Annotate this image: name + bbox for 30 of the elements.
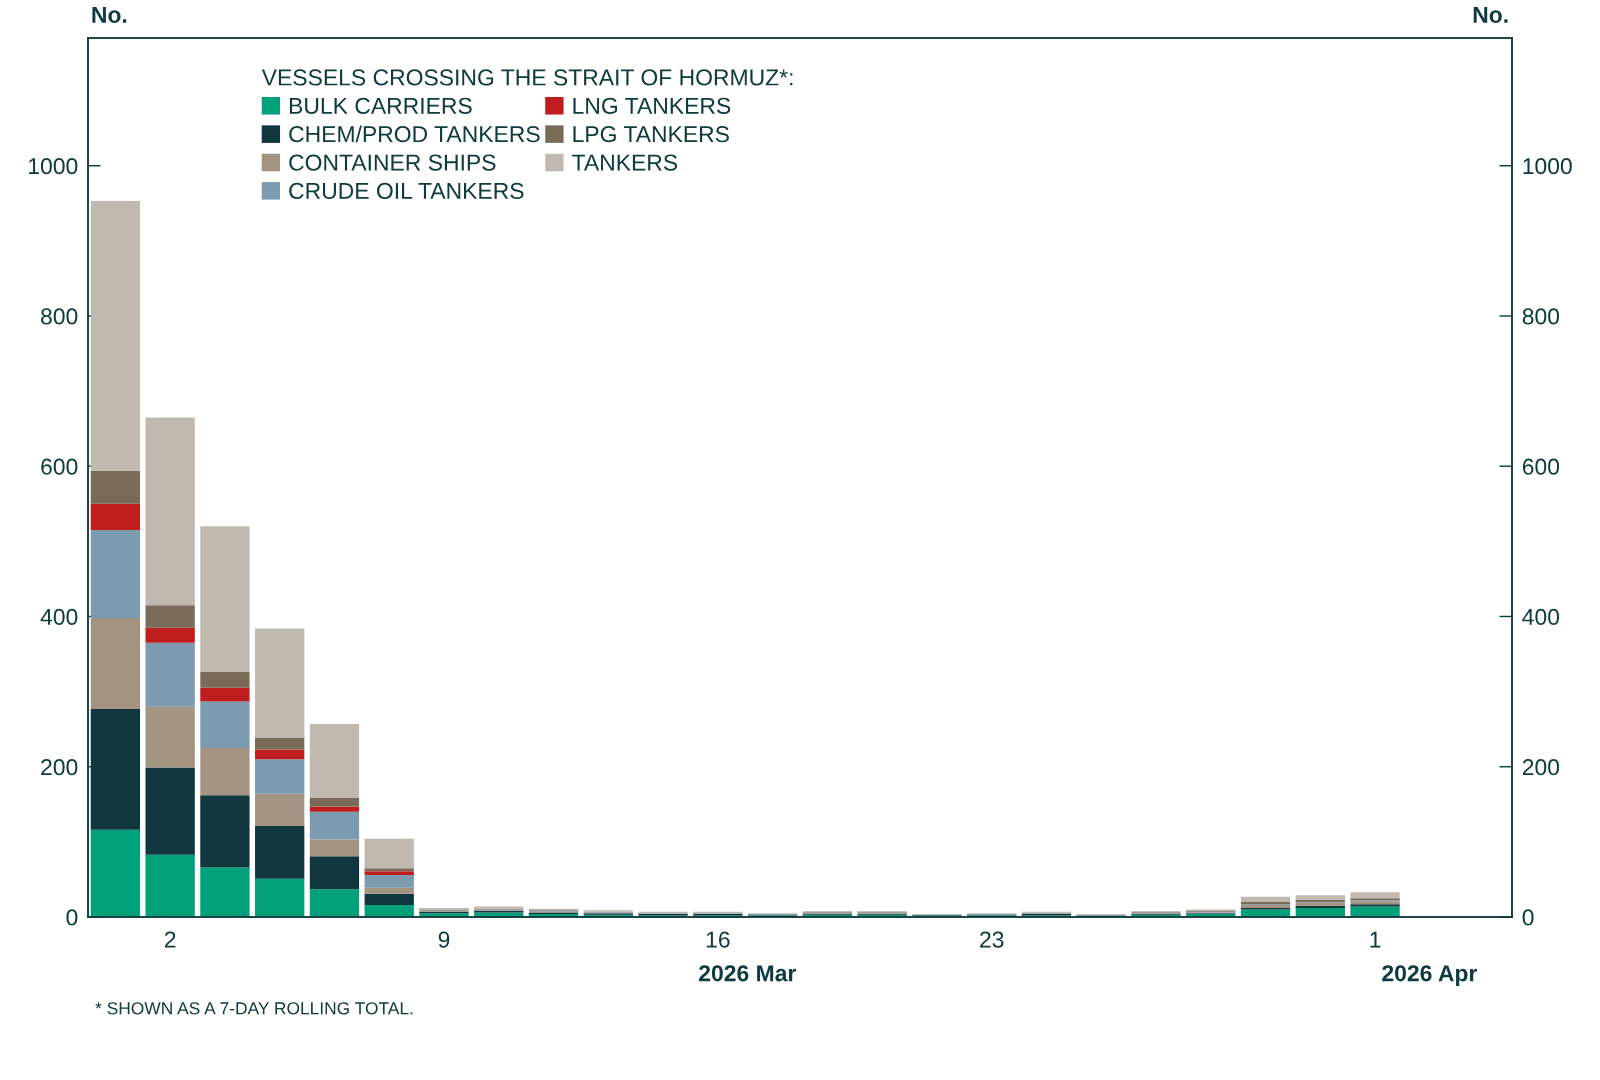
y2-tick-label: 800	[1522, 308, 1560, 325]
legend-label: TANKERS	[572, 154, 678, 171]
y-axis-title: No.	[92, 6, 127, 23]
y-tick-label: 800	[41, 308, 78, 325]
y2-tick-label: 1000	[1523, 158, 1572, 175]
y2-tick-label: 600	[1522, 458, 1560, 475]
y2-tick-label: 200	[1522, 759, 1560, 776]
y-tick-label: 200	[41, 759, 78, 776]
legend-label: LNG TANKERS	[573, 97, 731, 114]
y-tick-label: 1000	[29, 158, 78, 175]
legend-label: CRUDE OIL TANKERS	[289, 182, 524, 200]
x-tick-label: 2	[164, 931, 176, 948]
legend-title: VESSELS CROSSING THE STRAIT OF HORMUZ*:	[261, 69, 793, 86]
legend-label: CONTAINER SHIPS	[289, 154, 496, 171]
y-tick-label: 600	[41, 458, 78, 475]
legend-label: LPG TANKERS	[573, 126, 729, 143]
y-tick-label: 0	[66, 909, 78, 926]
x-tick-label: 16	[706, 931, 730, 948]
legend-label: BULK CARRIERS	[289, 97, 472, 114]
x-tick-label: 1	[1370, 931, 1381, 948]
x-tick-label: 9	[438, 931, 450, 948]
y2-tick-label: 400	[1522, 608, 1560, 626]
legend-label: CHEM/PROD TANKERS	[289, 125, 540, 143]
text: 2026 Mar	[699, 965, 797, 982]
y-tick-label: 400	[40, 608, 78, 626]
text: * SHOWN AS A 7-DAY ROLLING TOTAL.	[95, 1002, 413, 1015]
y2-axis-title: No.	[1473, 6, 1508, 23]
text: 2026 Apr	[1382, 965, 1478, 986]
y2-tick-label: 0	[1522, 909, 1534, 926]
x-tick-label: 23	[980, 931, 1004, 948]
